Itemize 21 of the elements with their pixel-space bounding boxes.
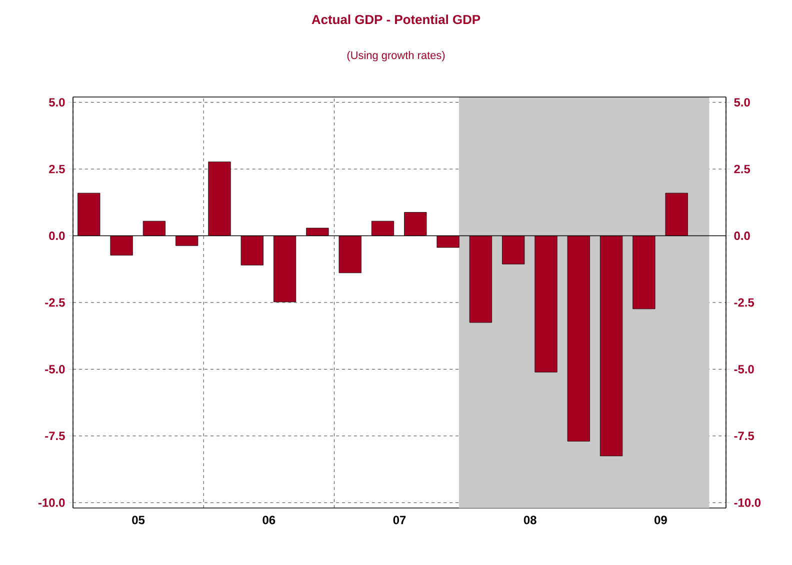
x-tick-label: 08 (524, 516, 536, 524)
y-tick-label: 0.0 (49, 232, 65, 240)
chart-title: Actual GDP - Potential GDP (312, 14, 480, 24)
y-tick-label: 2.5 (49, 164, 65, 174)
y-tick-label: -10.0 (38, 498, 65, 507)
y2-tick-label: -2.5 (734, 298, 754, 307)
y-tick-label: 5.0 (48, 98, 65, 107)
y2-tick-label: -7.5 (734, 432, 754, 440)
x-tick-label: 09 (654, 516, 667, 524)
x-tick-label: 05 (132, 516, 145, 524)
y2-tick-label: -10.0 (734, 498, 761, 507)
y2-tick-label: 5.0 (734, 98, 750, 107)
y-tick-label: -7.5 (45, 432, 65, 440)
x-tick-label: 07 (393, 516, 406, 524)
y2-tick-label: -5.0 (734, 364, 754, 374)
x-tick-label: 06 (262, 516, 276, 524)
y2-tick-label: 2.5 (734, 164, 750, 174)
y2-tick-label: 0.0 (734, 232, 750, 240)
y-tick-label: -2.5 (45, 298, 65, 307)
chart-subtitle: (Using growth rates) (347, 51, 445, 62)
y-tick-label: -5.0 (45, 364, 65, 374)
